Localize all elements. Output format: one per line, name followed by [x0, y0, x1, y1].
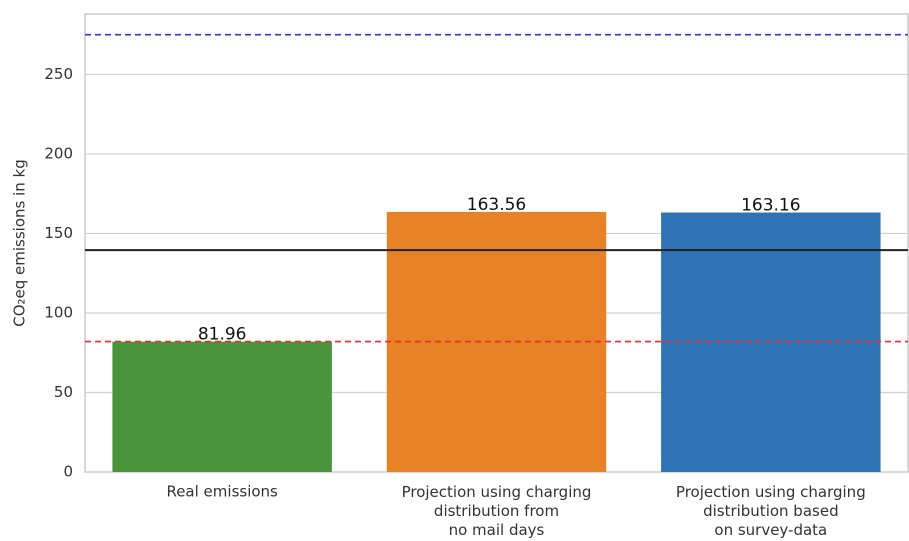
y-tick-label: 0: [63, 463, 73, 481]
x-tick-label: Real emissions: [166, 483, 278, 501]
value-label: 163.56: [467, 195, 526, 215]
y-tick-label: 150: [44, 224, 73, 242]
y-tick-label: 50: [54, 383, 73, 401]
value-label: 163.16: [741, 196, 800, 216]
bar: [112, 341, 332, 472]
y-tick-label: 200: [44, 144, 73, 162]
y-axis-label: CO₂eq emissions in kg: [11, 159, 29, 327]
x-tick-label: Projection using charging distribution fr…: [402, 483, 592, 539]
y-tick-label: 250: [44, 65, 73, 83]
value-label: 81.96: [198, 325, 247, 345]
y-tick-label: 100: [44, 303, 73, 321]
x-tick-label: Projection using charging distribution ba…: [676, 483, 866, 539]
